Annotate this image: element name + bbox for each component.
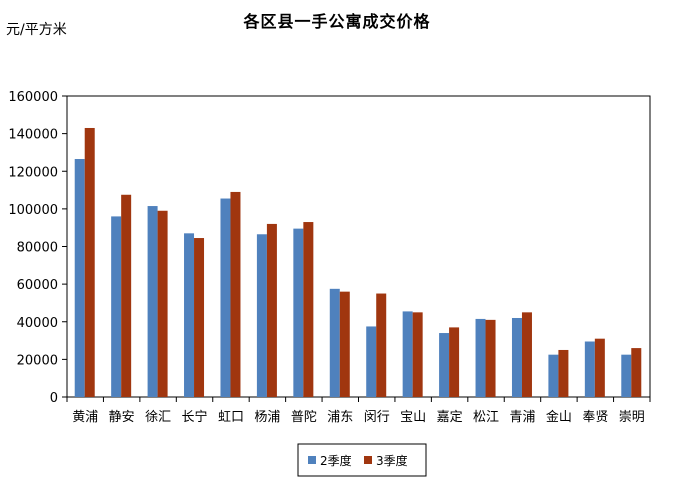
legend xyxy=(297,443,427,477)
bar-1 xyxy=(74,159,85,397)
x-tick-label: 宝山 xyxy=(400,410,426,425)
bar-2 xyxy=(157,210,168,397)
bar-2 xyxy=(121,194,132,397)
bar-2 xyxy=(303,222,314,397)
x-tick-label: 杨浦 xyxy=(254,410,280,425)
bar-2 xyxy=(594,338,605,397)
x-tick-label: 长宁 xyxy=(182,409,208,425)
y-tick-label: 20000 xyxy=(17,353,58,368)
x-tick-label: 奉贤 xyxy=(582,410,608,425)
bar-2 xyxy=(521,312,532,397)
bar-2 xyxy=(485,319,496,397)
bar-1 xyxy=(475,318,486,397)
x-tick-label: 松江 xyxy=(473,410,499,425)
x-tick-label: 徐汇 xyxy=(145,410,171,425)
x-tick-label: 青浦 xyxy=(509,410,535,425)
bar-2 xyxy=(631,348,642,397)
bar-1 xyxy=(147,206,158,397)
x-tick-label: 闵行 xyxy=(364,410,390,425)
bar-2 xyxy=(449,327,460,397)
y-tick-label: 0 xyxy=(50,391,58,406)
y-tick-label: 40000 xyxy=(17,316,58,331)
y-tick-label: 120000 xyxy=(8,165,58,180)
bar-1 xyxy=(256,234,267,397)
bar-1 xyxy=(111,216,122,397)
x-tick-label: 嘉定 xyxy=(437,410,463,425)
y-tick-label: 80000 xyxy=(17,241,58,256)
legend-label: 2季度 xyxy=(320,453,352,468)
y-tick-label: 60000 xyxy=(17,278,58,293)
y-tick-label: 160000 xyxy=(8,90,58,105)
bar-2 xyxy=(558,349,569,397)
bar-1 xyxy=(329,288,340,397)
bar-1 xyxy=(584,341,595,397)
chart-title: 各区县一手公寓成交价格 xyxy=(243,12,431,31)
x-tick-label: 金山 xyxy=(546,409,572,425)
y-axis-unit-label: 元/平方米 xyxy=(6,22,67,38)
bar-1 xyxy=(439,333,450,397)
y-tick-label: 140000 xyxy=(8,128,58,143)
y-tick-label: 100000 xyxy=(8,203,58,218)
x-tick-label: 静安 xyxy=(109,410,135,425)
bar-2 xyxy=(266,223,277,397)
bar-1 xyxy=(366,326,377,397)
bar-1 xyxy=(402,311,413,397)
x-tick-label: 黄浦 xyxy=(72,410,98,425)
bar-2 xyxy=(194,238,205,397)
bar-1 xyxy=(184,233,195,397)
bar-2 xyxy=(230,191,241,397)
x-tick-label: 崇明 xyxy=(619,410,645,425)
legend-swatch xyxy=(308,456,316,464)
x-tick-label: 浦东 xyxy=(327,410,353,425)
bar-1 xyxy=(621,354,632,397)
bar-1 xyxy=(548,354,559,397)
legend-swatch xyxy=(364,456,372,464)
bar-2 xyxy=(376,293,387,397)
bar-1 xyxy=(293,228,304,397)
bar-2 xyxy=(339,291,350,397)
x-tick-label: 虹口 xyxy=(218,410,244,425)
bar-1 xyxy=(220,198,231,397)
x-tick-label: 普陀 xyxy=(291,409,317,425)
bar-1 xyxy=(511,317,522,397)
bar-2 xyxy=(412,312,423,397)
legend-label: 3季度 xyxy=(376,453,408,468)
bar-2 xyxy=(84,127,95,397)
